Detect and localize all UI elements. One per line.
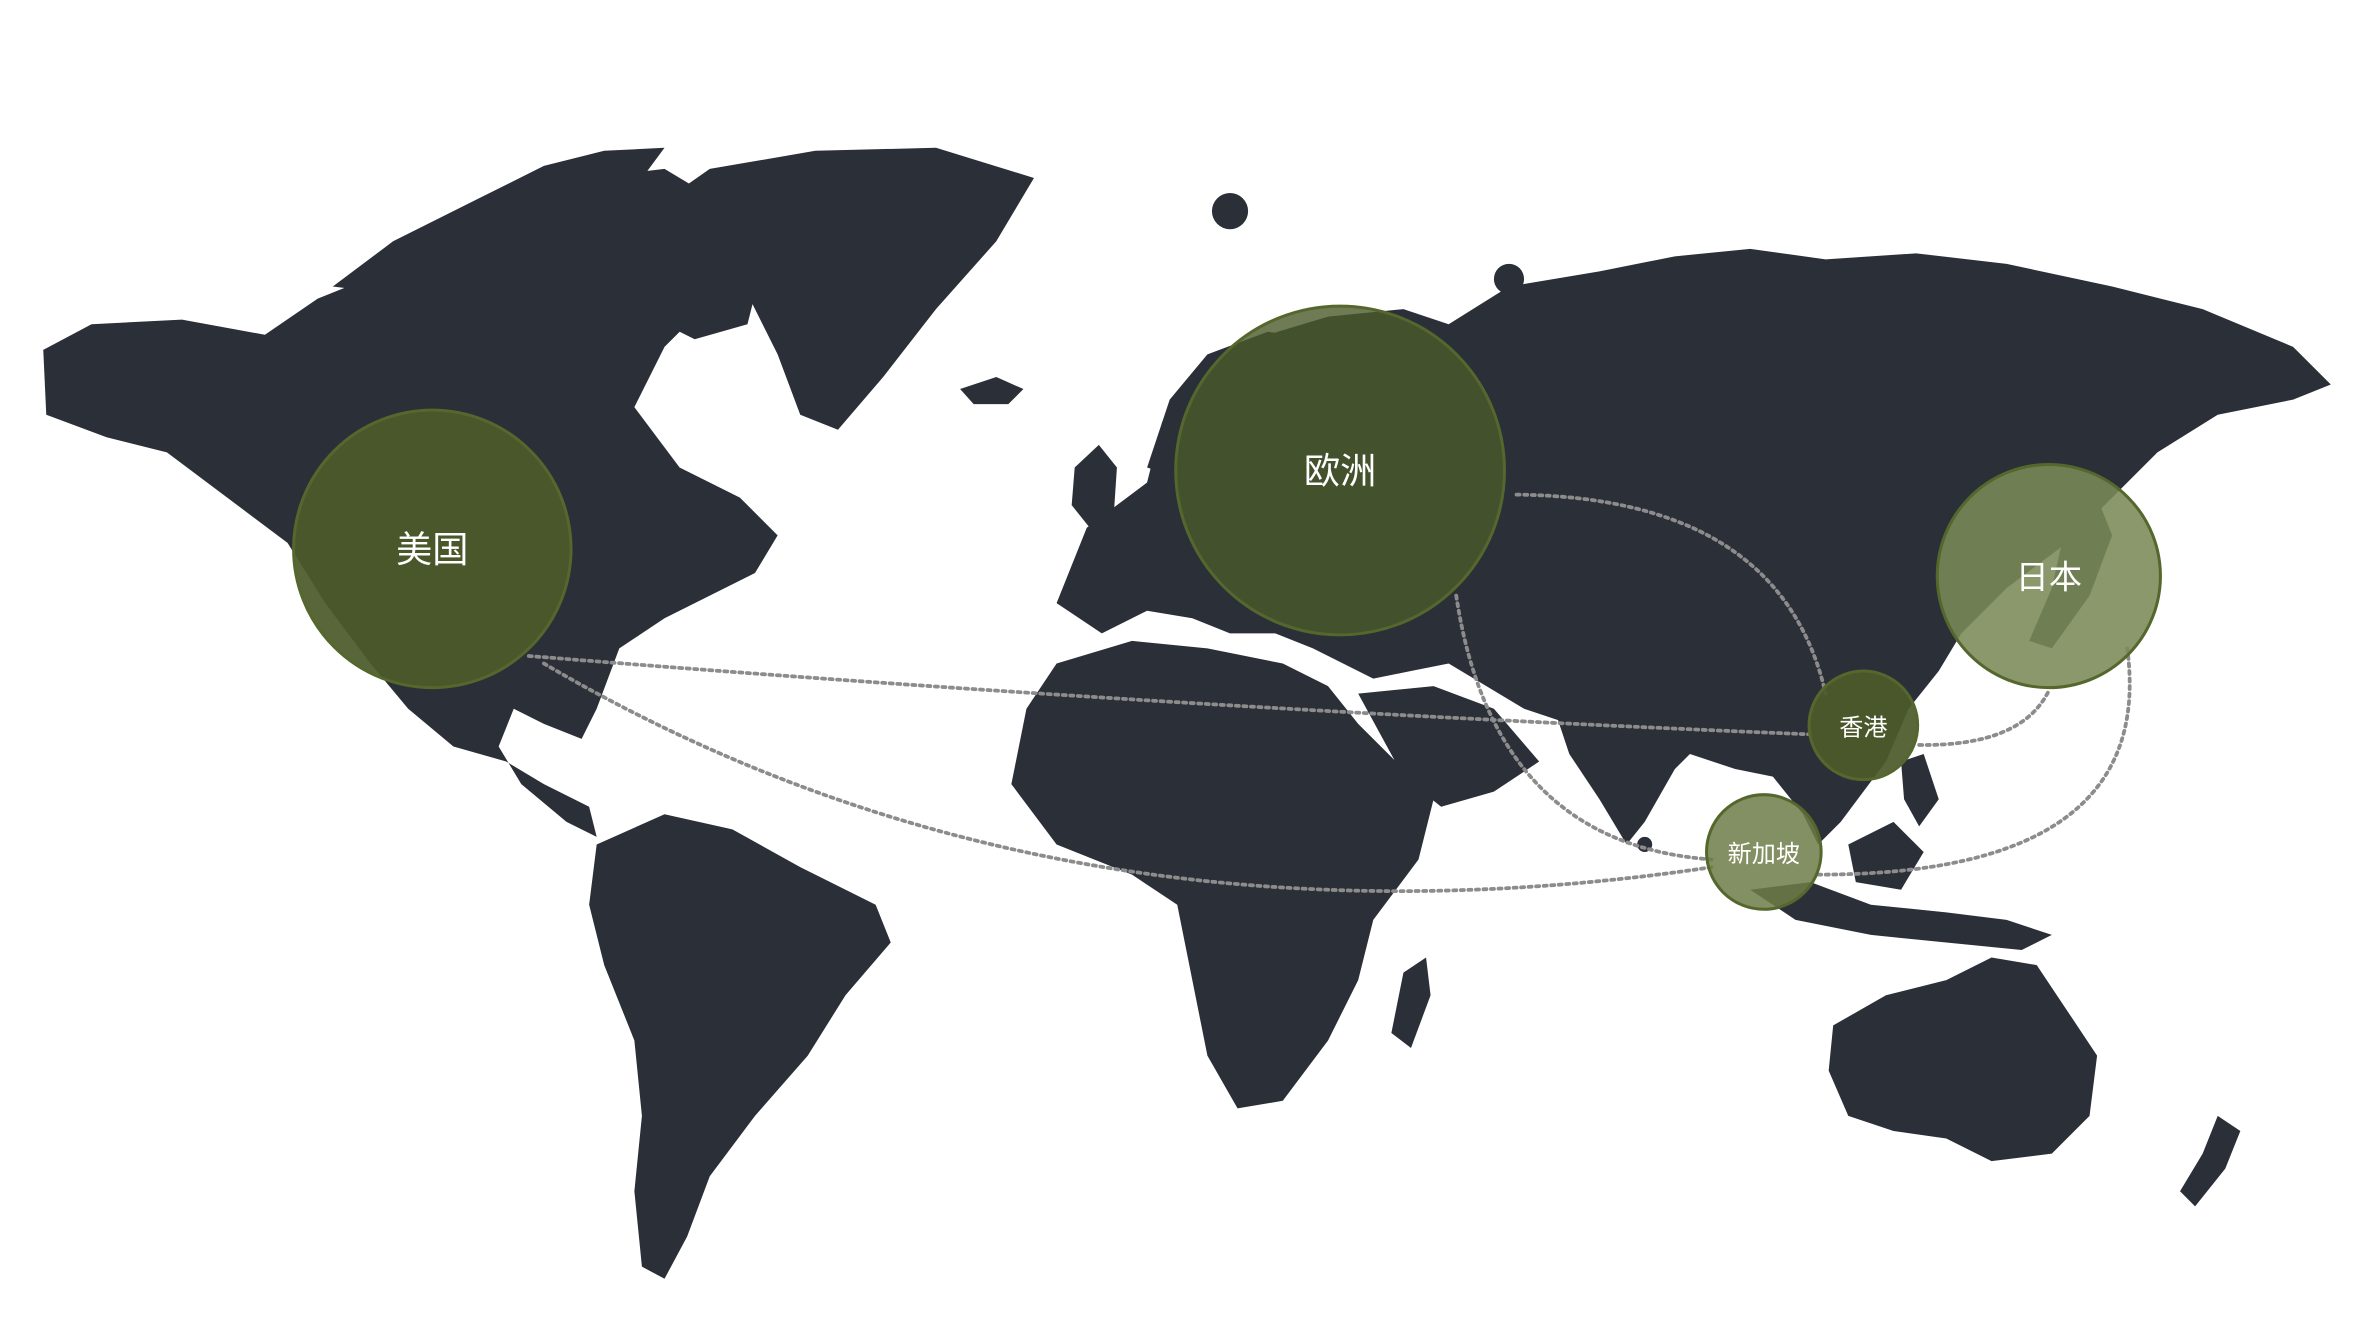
novaya-zemlya (1493, 263, 1525, 295)
africa (1011, 640, 1434, 1109)
route-europe-singapore (1454, 593, 1715, 862)
land-masses (43, 147, 2331, 1279)
route-hongkong-japan (1917, 688, 2051, 747)
route-usa-singapore (542, 661, 1715, 893)
marker-circle-japan[interactable] (1935, 462, 2162, 690)
route-europe-hongkong (1514, 492, 1828, 696)
marker-hongkong[interactable]: 香港 (1807, 669, 1920, 782)
great-britain (1071, 444, 1117, 528)
marker-label-hongkong: 香港 (1839, 713, 1887, 741)
marker-circle-singapore[interactable] (1705, 793, 1823, 911)
iceland (960, 376, 1024, 405)
route-lines (526, 492, 2132, 893)
route-usa-hongkong (526, 654, 1813, 737)
svalbard (1211, 193, 1249, 230)
marker-label-japan: 日本 (2016, 558, 2082, 597)
marker-label-singapore: 新加坡 (1728, 840, 1800, 868)
arctic-islands (332, 147, 665, 295)
route-singapore-japan (1816, 646, 2132, 877)
marker-label-europe: 欧洲 (1304, 449, 1376, 492)
marker-europe[interactable]: 欧洲 (1174, 304, 1506, 637)
marker-japan[interactable]: 日本 (1935, 462, 2162, 690)
southeast-asia-islands (1750, 882, 2052, 951)
philippines (1901, 753, 1939, 827)
marker-circle-hongkong[interactable] (1807, 669, 1920, 782)
indian-subcontinent (1554, 701, 1683, 845)
marker-circle-europe[interactable] (1174, 304, 1506, 637)
marker-singapore[interactable]: 新加坡 (1705, 793, 1823, 911)
marker-circle-usa[interactable] (292, 408, 573, 690)
marker-label-usa: 美国 (396, 528, 468, 571)
south-america (589, 814, 891, 1279)
australia (1828, 957, 2098, 1162)
new-zealand (2180, 1115, 2241, 1207)
greenland (649, 147, 1034, 430)
borneo (1848, 821, 1924, 890)
madagascar (1391, 957, 1431, 1049)
marker-usa[interactable]: 美国 (292, 408, 573, 690)
